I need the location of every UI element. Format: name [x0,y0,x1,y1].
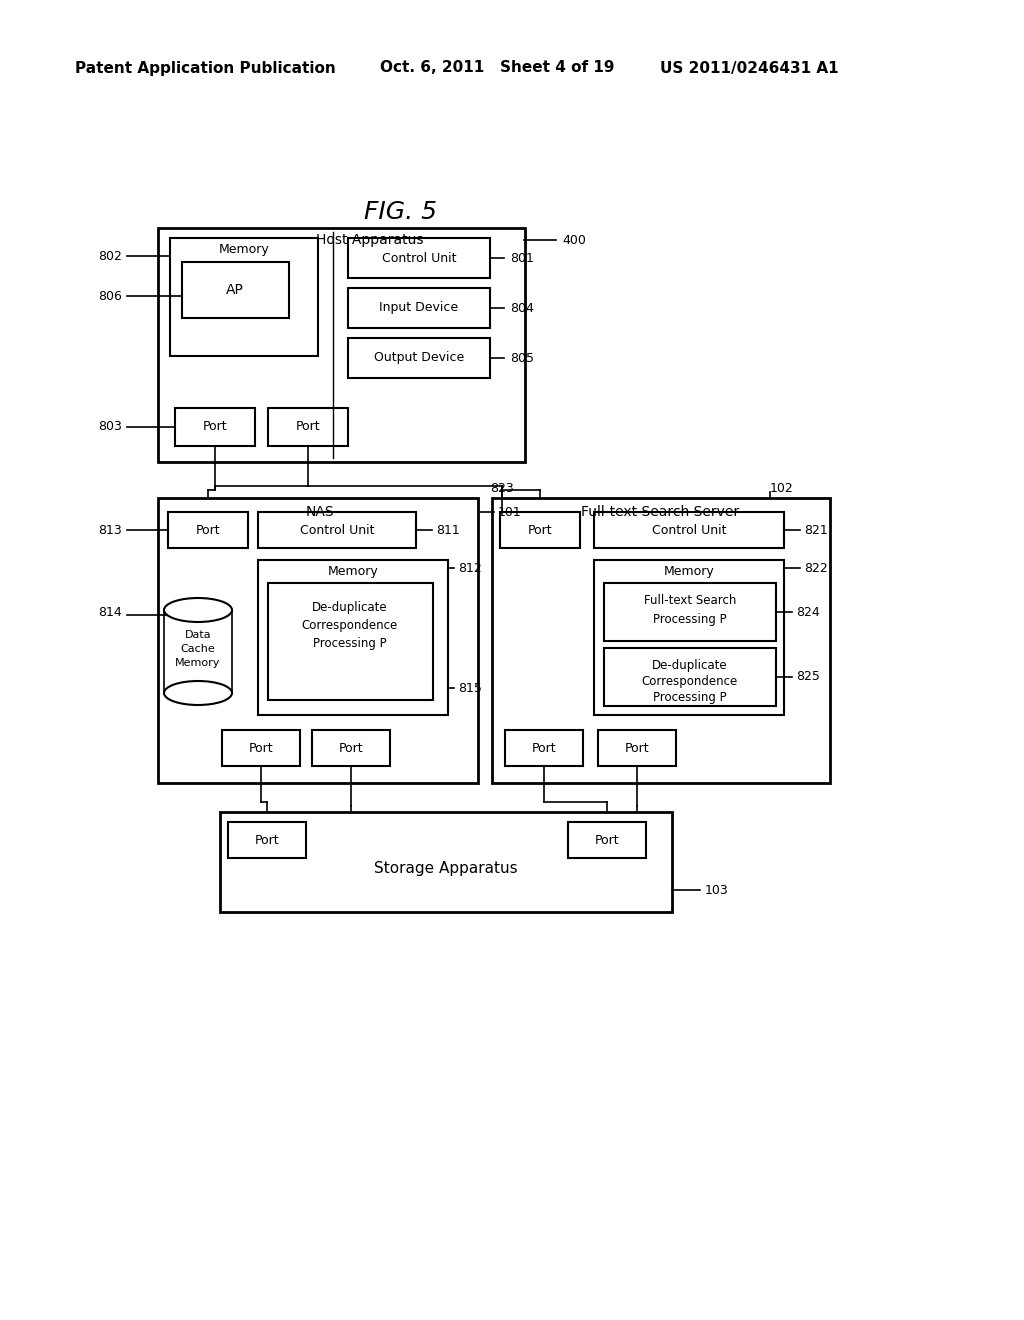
Text: 822: 822 [804,561,827,574]
Text: 825: 825 [796,671,820,684]
Text: Cache: Cache [180,644,215,653]
Bar [258,560,449,715]
Bar [182,261,289,318]
Bar [598,730,676,766]
Text: Memory: Memory [664,565,715,578]
Text: Memory: Memory [175,657,221,668]
Text: 101: 101 [498,506,522,519]
Text: Data: Data [184,630,211,640]
Bar [492,498,830,783]
Text: 821: 821 [804,524,827,536]
Bar [348,338,490,378]
Bar [158,498,478,783]
Text: US 2011/0246431 A1: US 2011/0246431 A1 [660,61,839,75]
Text: 823: 823 [490,482,514,495]
Text: Correspondence: Correspondence [642,675,738,688]
Bar [158,228,525,462]
Text: Processing P: Processing P [653,612,727,626]
Text: 815: 815 [458,681,482,694]
Text: De-duplicate: De-duplicate [312,602,388,615]
Text: Memory: Memory [219,243,269,256]
Text: Output Device: Output Device [374,351,464,364]
Text: Full-text Search: Full-text Search [644,594,736,607]
Text: Port: Port [196,524,220,536]
Text: Processing P: Processing P [313,638,387,651]
Text: Storage Apparatus: Storage Apparatus [374,861,518,875]
Text: Port: Port [203,421,227,433]
Text: 102: 102 [770,482,794,495]
Bar [500,512,580,548]
Text: 806: 806 [98,289,122,302]
Text: FIG. 5: FIG. 5 [364,201,436,224]
Text: Patent Application Publication: Patent Application Publication [75,61,336,75]
Text: Correspondence: Correspondence [302,619,398,632]
Text: Host Apparatus: Host Apparatus [316,234,424,247]
Bar [568,822,646,858]
Text: Port: Port [296,421,321,433]
Ellipse shape [164,681,232,705]
Bar [594,560,784,715]
Text: Port: Port [531,742,556,755]
Text: 811: 811 [436,524,460,536]
Bar [594,512,784,548]
Text: 814: 814 [98,606,122,619]
Text: Memory: Memory [328,565,379,578]
Text: Control Unit: Control Unit [651,524,726,536]
Text: Processing P: Processing P [653,690,727,704]
Text: Control Unit: Control Unit [382,252,457,264]
Text: Full-text Search Server: Full-text Search Server [581,506,739,519]
Bar [348,288,490,327]
Text: Sheet 4 of 19: Sheet 4 of 19 [500,61,614,75]
Bar [222,730,300,766]
Text: 804: 804 [510,301,534,314]
Text: De-duplicate: De-duplicate [652,659,728,672]
Text: Port: Port [595,833,620,846]
Text: 805: 805 [510,351,534,364]
Text: 824: 824 [796,606,820,619]
Text: Oct. 6, 2011: Oct. 6, 2011 [380,61,484,75]
Text: 103: 103 [705,883,729,896]
Bar [258,512,416,548]
Bar [175,408,255,446]
Text: Port: Port [249,742,273,755]
Bar [604,648,776,706]
Text: Input Device: Input Device [380,301,459,314]
Bar [170,238,318,356]
Text: Port: Port [255,833,280,846]
Text: 400: 400 [562,234,586,247]
Text: 813: 813 [98,524,122,536]
Bar [168,512,248,548]
Text: Port: Port [527,524,552,536]
Bar [604,583,776,642]
Text: Port: Port [625,742,649,755]
Bar [268,583,433,700]
Ellipse shape [164,598,232,622]
Bar [505,730,583,766]
Text: Control Unit: Control Unit [300,524,374,536]
Text: NAS: NAS [306,506,334,519]
Bar [220,812,672,912]
Bar [228,822,306,858]
Text: Port: Port [339,742,364,755]
Bar [312,730,390,766]
Bar [268,408,348,446]
Text: 801: 801 [510,252,534,264]
Text: 802: 802 [98,249,122,263]
Text: 812: 812 [458,561,481,574]
Text: 803: 803 [98,421,122,433]
Text: AP: AP [226,282,244,297]
Bar [348,238,490,279]
